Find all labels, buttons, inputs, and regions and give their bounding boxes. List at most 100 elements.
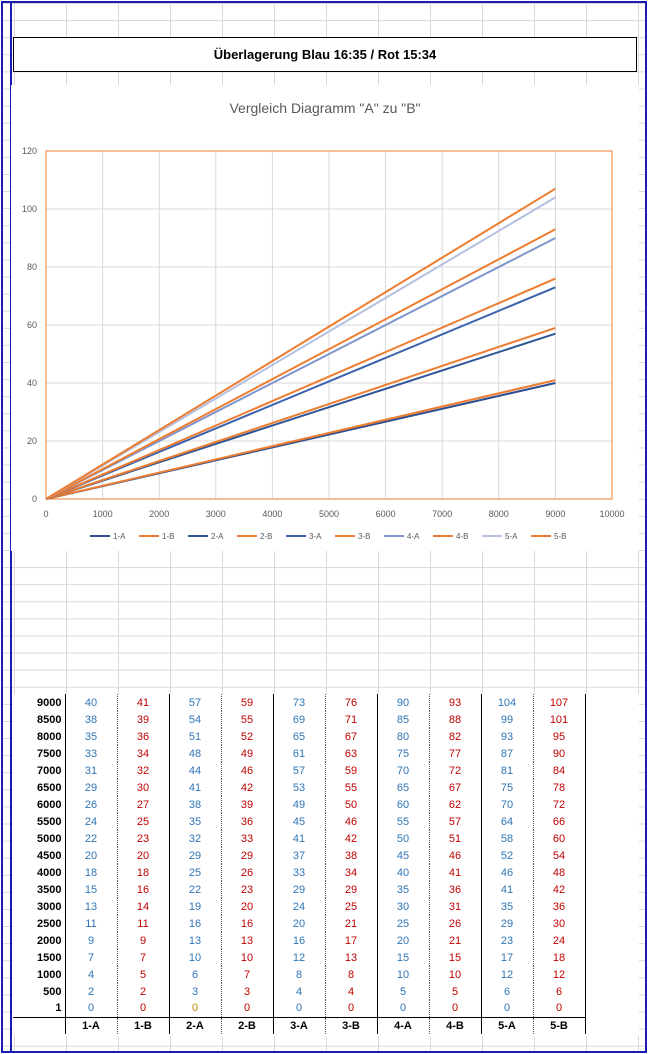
table-cell[interactable]: 35 [65, 728, 118, 745]
table-cell[interactable]: 66 [533, 813, 586, 830]
table-cell[interactable]: 19 [169, 898, 222, 915]
table-cell[interactable]: 12 [481, 966, 534, 983]
table-cell[interactable]: 24 [533, 932, 586, 949]
table-cell[interactable]: 63 [325, 745, 378, 762]
table-cell[interactable]: 0 [533, 1000, 586, 1017]
table-cell[interactable]: 23 [117, 830, 170, 847]
table-cell[interactable]: 30 [533, 915, 586, 932]
table-cell[interactable]: 62 [429, 796, 482, 813]
table-cell[interactable]: 29 [481, 915, 534, 932]
table-cell[interactable]: 18 [117, 864, 170, 881]
table-cell[interactable]: 6 [533, 983, 586, 1000]
table-cell[interactable]: 16 [169, 915, 222, 932]
table-cell[interactable]: 15 [429, 949, 482, 966]
table-cell[interactable]: 29 [169, 847, 222, 864]
row-label[interactable]: 8500 [13, 711, 66, 728]
table-cell[interactable]: 5 [377, 983, 430, 1000]
table-cell[interactable]: 55 [221, 711, 274, 728]
column-header[interactable]: 3-A [273, 1016, 326, 1034]
table-cell[interactable]: 52 [481, 847, 534, 864]
table-cell[interactable]: 93 [429, 694, 482, 711]
table-cell[interactable]: 10 [377, 966, 430, 983]
table-cell[interactable]: 13 [169, 932, 222, 949]
table-cell[interactable]: 20 [221, 898, 274, 915]
table-cell[interactable]: 72 [429, 762, 482, 779]
table-cell[interactable]: 34 [325, 864, 378, 881]
table-cell[interactable]: 17 [325, 932, 378, 949]
table-cell[interactable]: 31 [429, 898, 482, 915]
table-cell[interactable]: 30 [117, 779, 170, 796]
table-cell[interactable]: 6 [481, 983, 534, 1000]
table-cell[interactable]: 26 [65, 796, 118, 813]
table-cell[interactable]: 44 [169, 762, 222, 779]
table-cell[interactable]: 57 [273, 762, 326, 779]
table-cell[interactable]: 6 [169, 966, 222, 983]
table-cell[interactable]: 48 [169, 745, 222, 762]
table-cell[interactable]: 76 [325, 694, 378, 711]
table-cell[interactable]: 49 [273, 796, 326, 813]
table-cell[interactable]: 84 [533, 762, 586, 779]
table-cell[interactable]: 25 [117, 813, 170, 830]
table-cell[interactable]: 60 [377, 796, 430, 813]
table-cell[interactable]: 31 [65, 762, 118, 779]
table-cell[interactable]: 42 [325, 830, 378, 847]
table-cell[interactable]: 12 [533, 966, 586, 983]
column-header[interactable]: 1-A [65, 1016, 118, 1034]
table-cell[interactable]: 87 [481, 745, 534, 762]
table-cell[interactable]: 35 [481, 898, 534, 915]
chart-container[interactable]: Vergleich Diagramm "A" zu "B" 0 1000 2000 30… [11, 85, 639, 551]
table-cell[interactable]: 26 [429, 915, 482, 932]
table-cell[interactable]: 41 [169, 779, 222, 796]
table-cell[interactable]: 0 [377, 1000, 430, 1017]
column-header[interactable]: 5-B [533, 1016, 586, 1034]
table-cell[interactable]: 57 [169, 694, 222, 711]
table-cell[interactable]: 34 [117, 745, 170, 762]
table-cell[interactable]: 90 [377, 694, 430, 711]
column-header[interactable]: 2-B [221, 1016, 274, 1034]
table-cell[interactable]: 24 [65, 813, 118, 830]
table-cell[interactable]: 39 [117, 711, 170, 728]
table-cell[interactable]: 10 [429, 966, 482, 983]
table-cell[interactable]: 5 [117, 966, 170, 983]
table-cell[interactable]: 12 [273, 949, 326, 966]
table-cell[interactable]: 0 [221, 1000, 274, 1017]
table-cell[interactable]: 51 [429, 830, 482, 847]
table-cell[interactable]: 107 [533, 694, 586, 711]
table-cell[interactable]: 37 [273, 847, 326, 864]
table-cell[interactable]: 54 [533, 847, 586, 864]
column-header[interactable]: 4-A [377, 1016, 430, 1034]
table-cell[interactable]: 20 [117, 847, 170, 864]
table-cell[interactable]: 27 [117, 796, 170, 813]
table-cell[interactable]: 39 [221, 796, 274, 813]
table-cell[interactable]: 29 [325, 881, 378, 898]
table-cell[interactable]: 59 [221, 694, 274, 711]
table-cell[interactable]: 11 [65, 915, 118, 932]
row-label[interactable]: 8000 [13, 728, 66, 745]
sheet-title-cell[interactable]: Überlagerung Blau 16:35 / Rot 15:34 [13, 37, 637, 72]
table-cell[interactable]: 48 [533, 864, 586, 881]
table-cell[interactable]: 7 [117, 949, 170, 966]
table-cell[interactable]: 42 [533, 881, 586, 898]
table-cell[interactable]: 29 [65, 779, 118, 796]
table-cell[interactable]: 0 [65, 1000, 118, 1017]
table-cell[interactable]: 52 [221, 728, 274, 745]
table-cell[interactable]: 7 [65, 949, 118, 966]
table-cell[interactable]: 45 [273, 813, 326, 830]
table-cell[interactable]: 60 [533, 830, 586, 847]
table-cell[interactable]: 41 [117, 694, 170, 711]
table-cell[interactable]: 25 [325, 898, 378, 915]
table-cell[interactable]: 88 [429, 711, 482, 728]
table-cell[interactable]: 15 [65, 881, 118, 898]
table-cell[interactable]: 40 [65, 694, 118, 711]
row-label[interactable]: 500 [13, 983, 66, 1000]
table-cell[interactable]: 13 [65, 898, 118, 915]
table-cell[interactable]: 65 [273, 728, 326, 745]
table-cell[interactable]: 5 [429, 983, 482, 1000]
row-label[interactable]: 3500 [13, 881, 66, 898]
table-cell[interactable]: 10 [169, 949, 222, 966]
table-cell[interactable]: 20 [377, 932, 430, 949]
table-cell[interactable]: 46 [325, 813, 378, 830]
table-cell[interactable]: 40 [377, 864, 430, 881]
table-cell[interactable]: 18 [533, 949, 586, 966]
table-cell[interactable]: 46 [481, 864, 534, 881]
